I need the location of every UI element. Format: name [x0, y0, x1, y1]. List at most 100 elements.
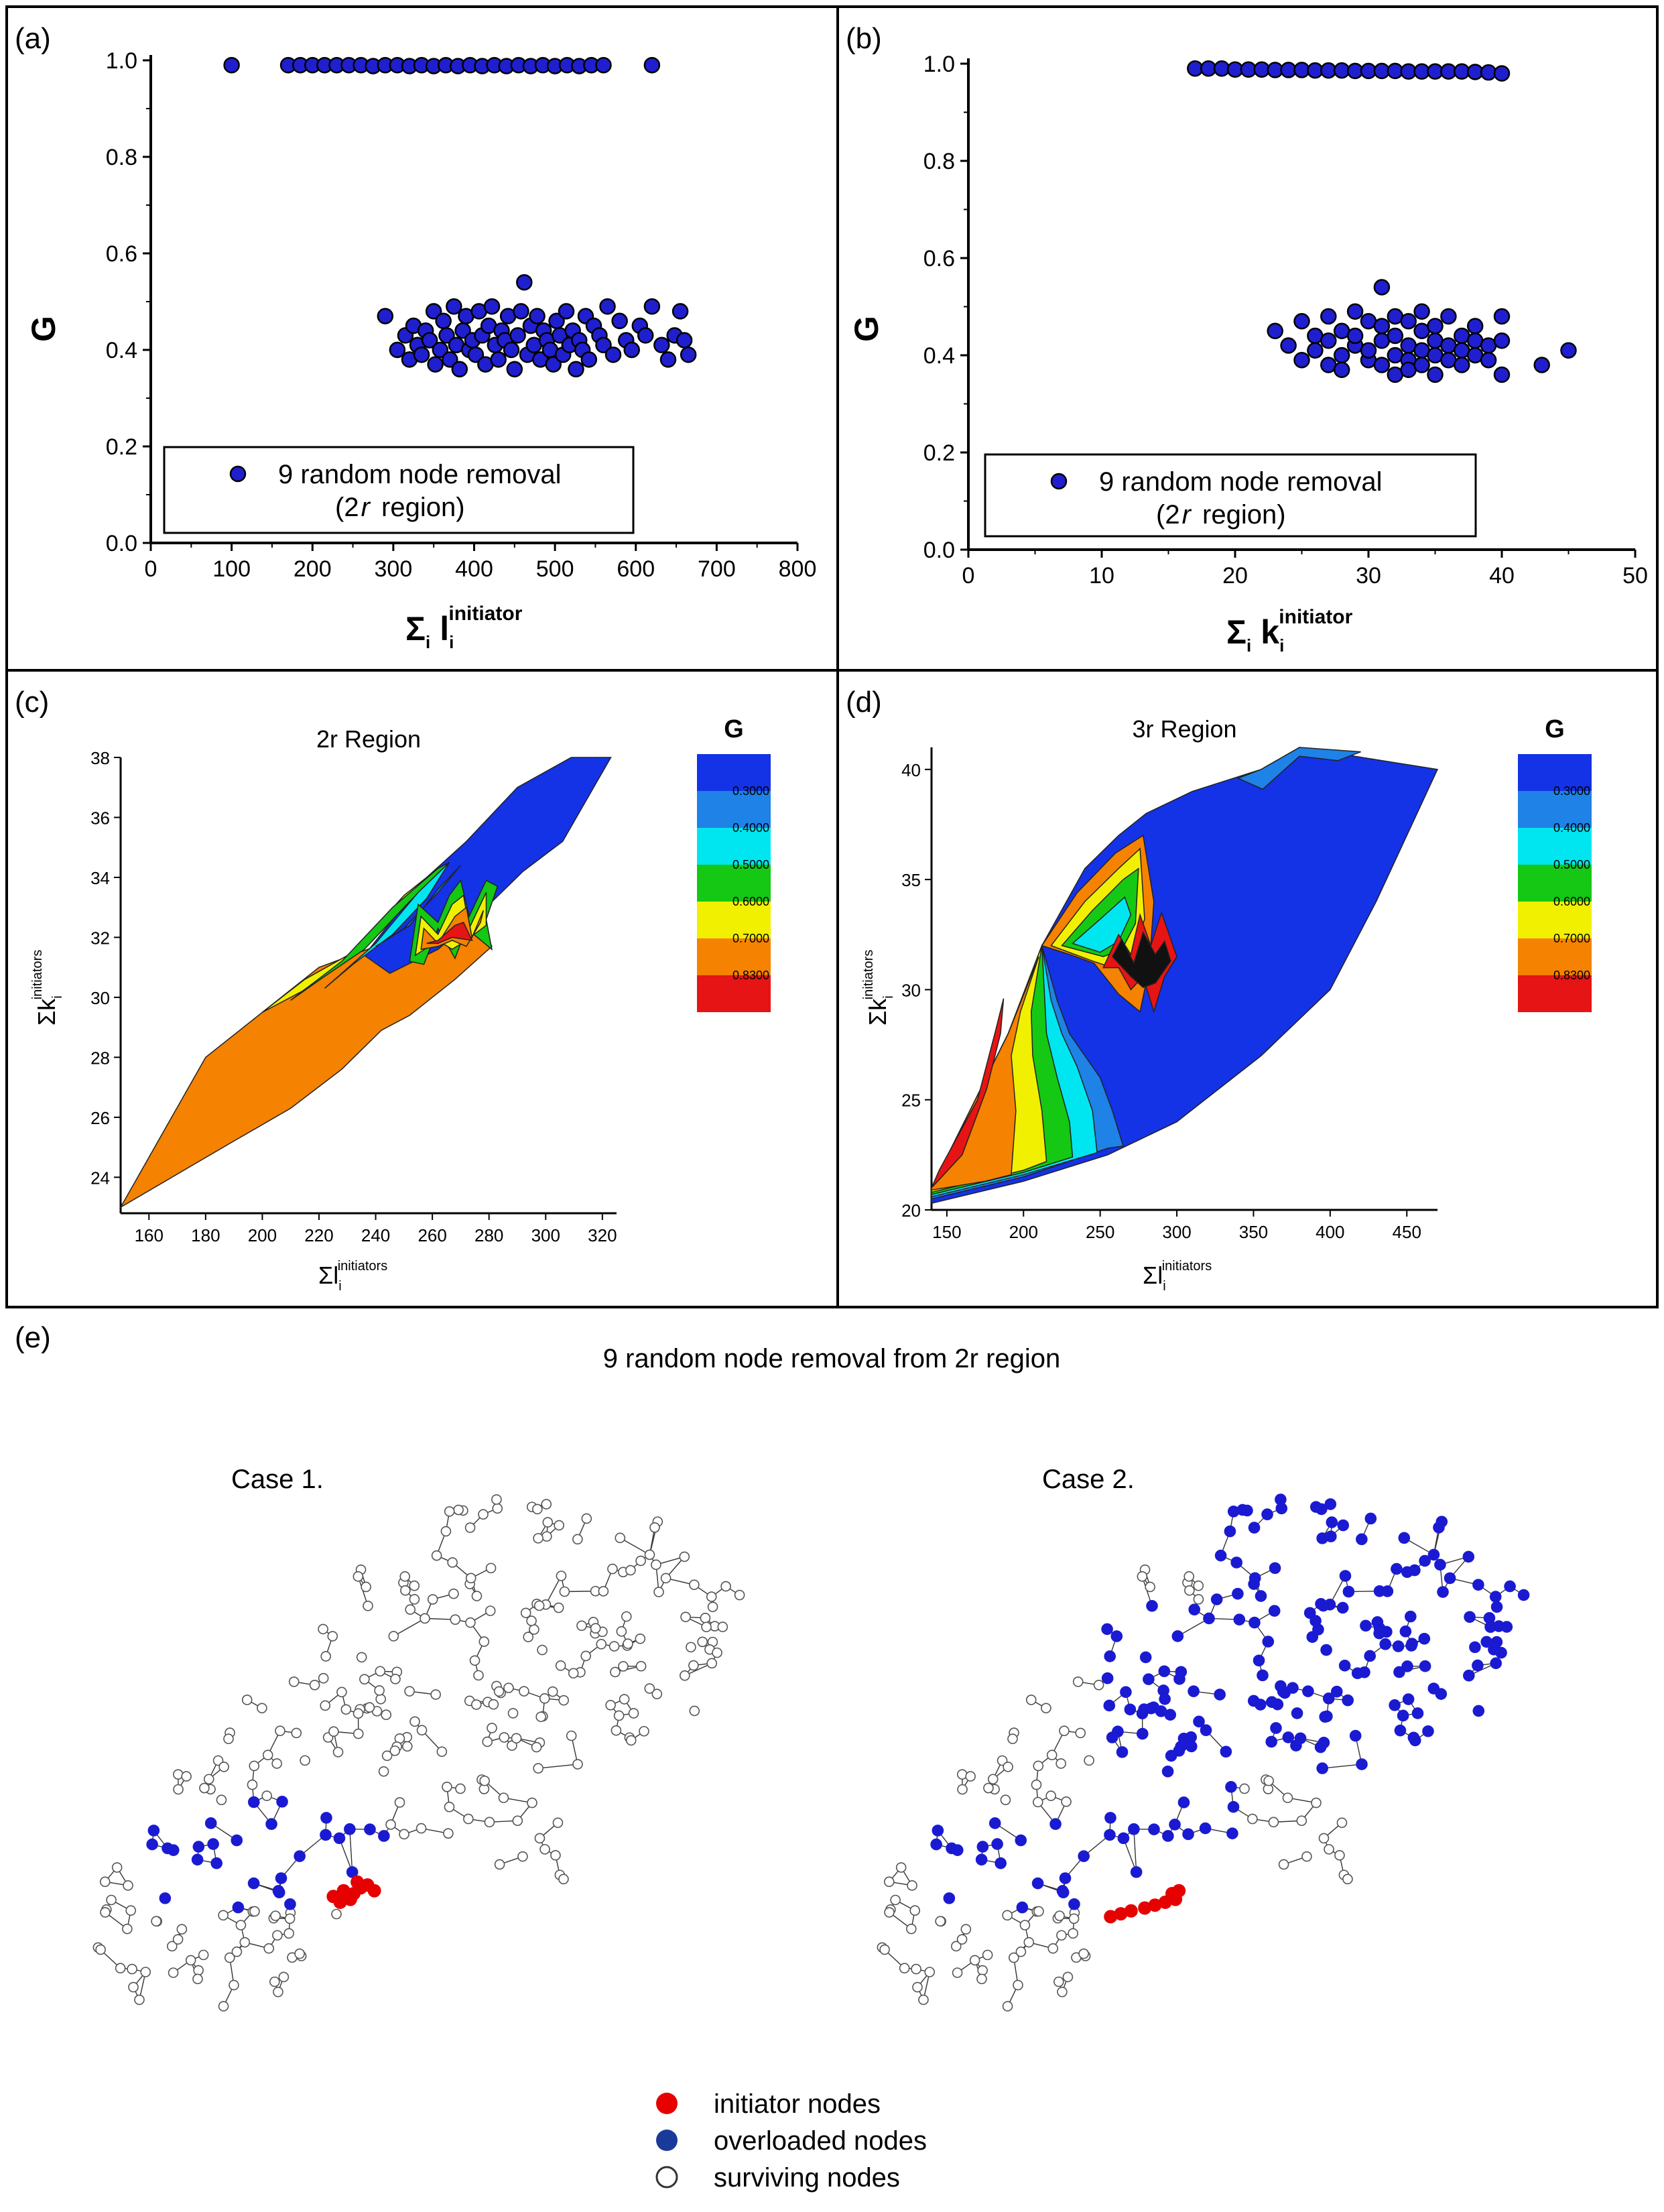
surviving-node	[686, 1642, 696, 1653]
y-tick-label: 1.0	[923, 52, 955, 77]
colorbar-level: 0.8300	[732, 969, 769, 982]
chart-d-contour: 150 200 250 300 350 400 450 20 25 30 35 40 3r Region…	[901, 715, 1592, 1242]
x-tick-label: 450	[1393, 1222, 1421, 1242]
surviving-node	[115, 1963, 126, 1974]
overloaded-node	[1427, 1548, 1440, 1561]
surviving-node	[688, 1660, 699, 1671]
surviving-node	[166, 1941, 178, 1952]
overloaded-node	[1406, 1638, 1418, 1650]
surviving-node	[235, 1920, 247, 1930]
overloaded-node	[1173, 1673, 1186, 1685]
colorbar-swatch	[697, 865, 771, 902]
surviving-node	[388, 1631, 399, 1642]
data-point	[1466, 318, 1484, 334]
data-point	[1360, 342, 1377, 359]
surviving-node	[127, 1963, 137, 1975]
surviving-node	[1193, 1580, 1204, 1591]
overloaded-node	[1489, 1591, 1502, 1603]
surviving-node	[404, 1686, 415, 1697]
surviving-node	[1000, 1794, 1011, 1806]
y-tick-label: 0.8	[923, 149, 955, 174]
surviving-node	[556, 1571, 567, 1581]
colorbar-swatch	[1518, 754, 1592, 791]
overloaded-node	[247, 1796, 260, 1808]
surviving-node	[128, 1981, 139, 1993]
surviving-node	[535, 1711, 546, 1723]
y-tick-label: 28	[90, 1048, 110, 1068]
overloaded-node	[231, 1834, 243, 1847]
surviving-node	[1268, 1817, 1279, 1828]
surviving-node	[534, 1833, 546, 1844]
surviving-node	[444, 1801, 455, 1812]
overloaded-node	[1173, 1745, 1186, 1757]
overloaded-node	[207, 1838, 219, 1850]
colorbar-level: 0.3000	[1553, 784, 1590, 798]
surviving-node	[336, 1686, 347, 1698]
x-tick-label: 300	[531, 1225, 560, 1245]
data-point	[1400, 313, 1417, 330]
legend-overloaded-marker	[656, 2130, 678, 2151]
surviving-node	[239, 1937, 251, 1948]
network-case-2	[877, 1493, 1530, 2012]
surviving-node	[554, 1520, 565, 1531]
overloaded-node	[1351, 1667, 1364, 1680]
overloaded-node	[1104, 1650, 1116, 1662]
surviving-node	[879, 1944, 890, 1955]
legend-box	[984, 453, 1477, 538]
surviving-node	[231, 1946, 243, 1957]
surviving-node	[241, 1695, 253, 1705]
surviving-node	[1059, 1725, 1070, 1737]
surviving-node	[353, 1728, 364, 1739]
legend-surviving-label: surviving nodes	[714, 2163, 900, 2193]
overloaded-node	[320, 1829, 332, 1841]
surviving-node	[950, 1941, 962, 1952]
surviving-node	[517, 1851, 528, 1862]
x-tick-label: 400	[455, 556, 493, 582]
overloaded-node	[1015, 1834, 1027, 1847]
overloaded-node	[265, 1818, 277, 1831]
data-point	[506, 361, 523, 378]
surviving-node	[375, 1666, 386, 1677]
surviving-node	[644, 1683, 655, 1694]
surviving-node	[1019, 1920, 1031, 1930]
surviving-node	[494, 1859, 505, 1870]
surviving-node	[533, 1600, 545, 1611]
surviving-node	[1015, 1946, 1027, 1957]
network-edge	[349, 1829, 353, 1872]
surviving-node	[651, 1559, 661, 1571]
surviving-node	[568, 1668, 579, 1679]
data-point	[503, 341, 520, 359]
surviving-node	[353, 1708, 364, 1719]
overloaded-node	[1322, 1693, 1335, 1705]
overloaded-node	[1103, 1699, 1116, 1712]
surviving-node	[1311, 1797, 1322, 1808]
data-point	[599, 298, 616, 315]
overloaded-node	[1059, 1872, 1072, 1884]
surviving-node	[363, 1600, 373, 1611]
overloaded-node	[1342, 1585, 1355, 1598]
data-point	[529, 308, 546, 324]
initiator-node	[1138, 1901, 1152, 1915]
x-tick-label: 0	[145, 556, 157, 582]
overloaded-node	[1392, 1640, 1405, 1652]
surviving-node	[193, 1965, 204, 1976]
data-point	[568, 361, 584, 378]
panel-label-e: (e)	[15, 1321, 51, 1354]
x-tick-label: 150	[932, 1222, 961, 1242]
surviving-node	[605, 1700, 616, 1711]
overloaded-node	[1339, 1570, 1352, 1582]
surviving-node	[318, 1623, 328, 1635]
surviving-node	[581, 1513, 592, 1524]
overloaded-node	[1437, 1586, 1449, 1598]
surviving-node	[249, 1760, 260, 1772]
data-point	[1333, 347, 1350, 364]
data-point	[1320, 308, 1337, 325]
surviving-node	[168, 1967, 179, 1978]
data-point	[425, 303, 442, 320]
surviving-node	[192, 1973, 203, 1985]
surviving-node	[542, 1517, 554, 1528]
surviving-node	[479, 1775, 490, 1786]
overloaded-node	[1360, 1619, 1372, 1632]
surviving-node	[269, 1976, 280, 1987]
data-point	[1320, 332, 1337, 349]
